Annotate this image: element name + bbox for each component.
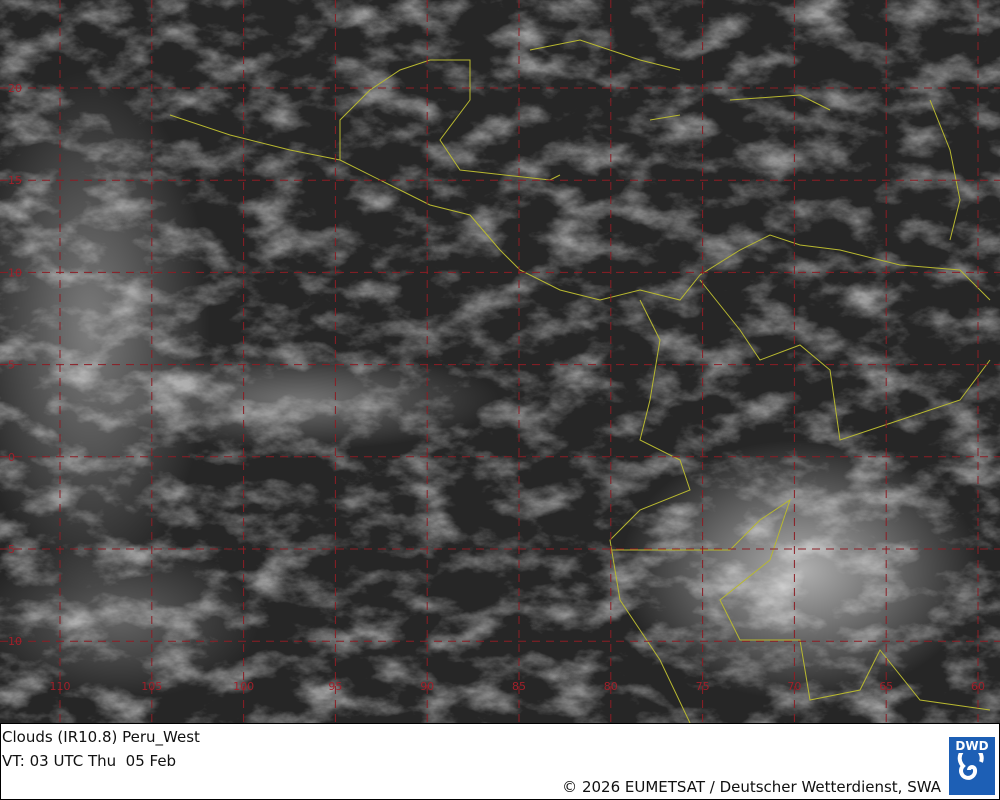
cloud-band-itcz — [100, 350, 500, 450]
longitude-label: 110 — [50, 680, 71, 693]
cloud-area-west — [0, 70, 210, 590]
latitude-label: 10 — [8, 635, 22, 648]
cloud-area-amazon — [620, 440, 980, 700]
latitude-label: 10 — [8, 266, 22, 279]
longitude-label: 70 — [787, 680, 801, 693]
longitude-label: 75 — [696, 680, 710, 693]
latitude-label: 20 — [8, 82, 22, 95]
longitude-label: 60 — [971, 680, 985, 693]
longitude-label: 95 — [328, 680, 342, 693]
longitude-label: 85 — [512, 680, 526, 693]
longitude-label: 65 — [879, 680, 893, 693]
longitude-label: 100 — [233, 680, 254, 693]
product-title: Clouds (IR10.8) Peru_West — [2, 728, 200, 746]
latitude-label: 5 — [8, 543, 15, 556]
valid-time: VT: 03 UTC Thu 05 Feb — [2, 752, 177, 770]
longitude-label: 105 — [141, 680, 162, 693]
latitude-label: 15 — [8, 174, 22, 187]
copyright-text: © 2026 EUMETSAT / Deutscher Wetterdienst… — [562, 778, 941, 796]
satellite-image: 20 15 10 5 0 5 10 110 105 100 95 90 85 80 75 70 65 60 — [0, 0, 1000, 723]
logo-text: DWD — [955, 739, 989, 753]
longitude-label: 80 — [604, 680, 618, 693]
coastlines — [169, 39, 991, 723]
latitude-label: 0 — [8, 451, 15, 464]
latitude-label: 5 — [8, 359, 15, 372]
dwd-logo: DWD — [949, 737, 995, 795]
longitude-label: 90 — [420, 680, 434, 693]
info-footer: Clouds (IR10.8) Peru_West VT: 03 UTC Thu… — [0, 723, 1000, 800]
spiral-icon — [957, 745, 984, 780]
lat-lon-grid — [0, 0, 1000, 723]
cloud-area-southwest — [0, 540, 260, 700]
